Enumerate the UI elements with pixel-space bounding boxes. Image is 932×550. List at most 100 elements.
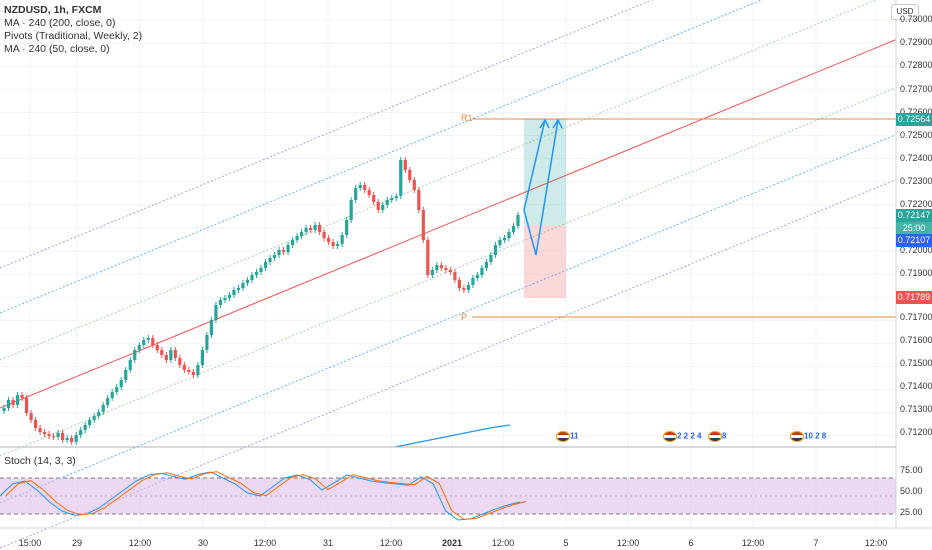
time-tick: 12:00 <box>864 538 888 548</box>
candle-body <box>187 370 191 372</box>
candle-body <box>408 170 412 180</box>
grid <box>0 0 896 528</box>
time-tick: 29 <box>71 538 83 548</box>
candle-body <box>453 272 457 280</box>
candle-body <box>493 245 498 255</box>
candle-body <box>516 215 520 226</box>
candle-body <box>38 428 42 432</box>
candle-body <box>29 413 33 420</box>
candle-body <box>466 285 471 290</box>
candle-body <box>268 258 272 262</box>
indicator-pivots[interactable]: Pivots (Traditional, Weekly, 2) <box>4 30 143 42</box>
time-tick: 30 <box>197 538 209 548</box>
indicator-ma200[interactable]: MA · 240 (200, close, 0) <box>4 17 116 29</box>
price-tick: 0.71500 <box>900 358 932 368</box>
candle-body <box>507 232 511 238</box>
candle-body <box>97 412 101 416</box>
candle-body <box>196 365 200 375</box>
price-tick: 0.72700 <box>900 84 932 94</box>
candle-body <box>182 365 186 370</box>
candle-body <box>304 228 308 232</box>
event-marker[interactable]: 2 2 2 4 <box>663 431 701 442</box>
candle-body <box>254 272 259 275</box>
candle-body <box>20 395 24 398</box>
candle-body <box>412 180 416 190</box>
time-tick: 6 <box>688 538 694 548</box>
time-tick: 12:00 <box>379 538 403 548</box>
event-marker[interactable]: 8 <box>708 431 726 442</box>
symbol-title[interactable]: NZDUSD, 1h, FXCM <box>4 4 102 16</box>
profit-zone <box>524 119 566 225</box>
candle-body <box>259 268 263 272</box>
channel-line <box>0 0 877 361</box>
candle-body <box>336 244 340 246</box>
candle-body <box>345 220 349 235</box>
candle-body <box>88 420 92 425</box>
time-tick: 31 <box>322 538 334 548</box>
candle-body <box>70 438 74 442</box>
candle-body <box>322 232 326 238</box>
candle-body <box>367 190 371 195</box>
chart-legend: NZDUSD, 1h, FXCM MA · 240 (200, close, 0… <box>4 4 142 56</box>
stoch-tick: 50.00 <box>900 486 923 496</box>
ma200-line <box>394 424 511 448</box>
projection-arrows[interactable] <box>523 118 563 256</box>
candle-body <box>318 225 322 232</box>
candle-body <box>498 240 502 245</box>
price-tick: 0.72200 <box>900 199 932 209</box>
candle-body <box>2 408 6 411</box>
indicator-stoch[interactable]: Stoch (14, 3, 3) <box>4 455 76 467</box>
candle-body <box>489 255 493 262</box>
candle-body <box>115 387 119 392</box>
axes <box>0 0 932 529</box>
us-flag-icon <box>790 431 804 442</box>
candle-body <box>354 188 358 200</box>
candle-body <box>83 425 87 430</box>
candle-body <box>299 232 304 236</box>
event-marker[interactable]: 10 2 8 <box>790 431 826 442</box>
candle-body <box>160 350 164 355</box>
channel-line <box>0 134 897 504</box>
candle-body <box>462 288 466 290</box>
currency-button[interactable]: USD <box>891 4 919 20</box>
candle-body <box>151 338 155 345</box>
indicator-ma50[interactable]: MA · 240 (50, close, 0) <box>4 43 110 55</box>
price-tick: 0.72600 <box>900 107 932 117</box>
long-position-tool[interactable] <box>524 119 566 298</box>
candle-body <box>74 435 78 442</box>
candle-body <box>137 345 141 350</box>
candle-body <box>340 235 344 244</box>
pivot-r1-label: R1 <box>461 113 473 123</box>
moving-average-line <box>394 424 511 448</box>
candle-body <box>363 185 367 190</box>
candle-body <box>426 240 430 275</box>
candle-body <box>236 288 241 290</box>
price-tick: 0.72000 <box>900 245 932 255</box>
us-flag-icon <box>663 431 677 442</box>
stoch-tick: 75.00 <box>900 465 923 475</box>
candle-body <box>331 242 335 246</box>
time-tick: 15:00 <box>18 538 42 548</box>
candle-body <box>232 290 236 295</box>
time-tick: 12:00 <box>253 538 277 548</box>
time-tick: 12:00 <box>616 538 640 548</box>
candle-body <box>11 400 15 405</box>
candle-body <box>15 395 20 405</box>
candle-body <box>277 250 281 255</box>
bar-countdown: 25:00 <box>896 222 932 235</box>
candle-body <box>448 270 452 272</box>
arrowhead <box>552 118 563 129</box>
candle-body <box>106 398 110 405</box>
candle-body <box>399 160 403 196</box>
candle-body <box>435 265 439 270</box>
price-tick: 0.72300 <box>900 176 932 186</box>
candle-body <box>92 416 96 420</box>
candle-body <box>191 372 195 375</box>
last-price-tag: 0.72147 <box>896 209 932 222</box>
candle-body <box>281 250 286 252</box>
candle-body <box>241 283 245 288</box>
candle-body <box>164 355 168 360</box>
event-marker[interactable]: 11 <box>556 431 578 442</box>
candle-body <box>376 202 380 210</box>
